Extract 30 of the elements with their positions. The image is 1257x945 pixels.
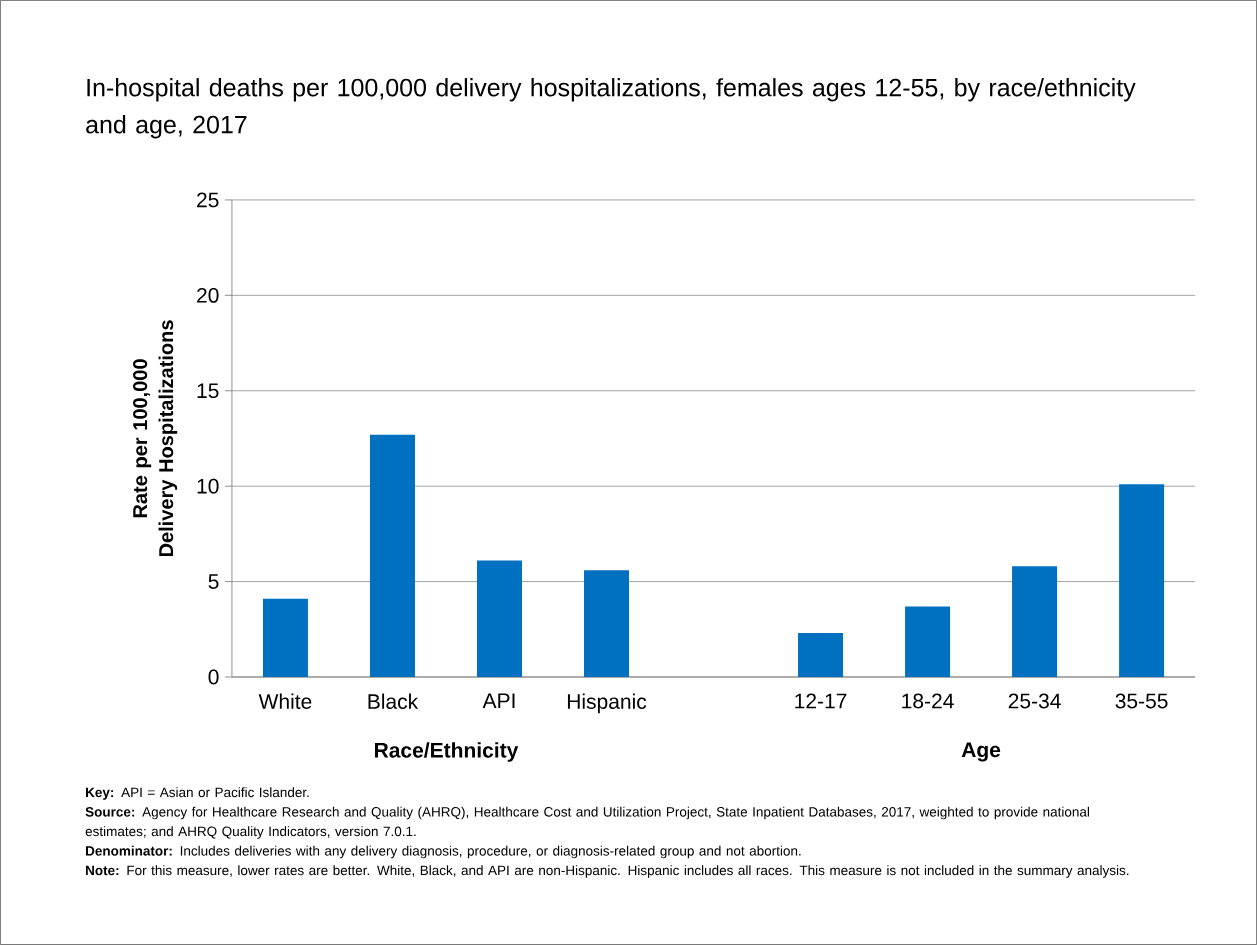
y-tick-label: 0 <box>208 669 219 685</box>
bar <box>262 598 308 678</box>
y-tick-label: 10 <box>197 478 219 494</box>
bar <box>584 570 630 678</box>
x-tick-label: API <box>482 693 515 709</box>
text: Note: For this measure, lower rates are better. White, Black, and API are non-Hispanic. Hispanic includes all races. This measure is not included in the summary analysis. <box>86 865 1129 878</box>
x-tick-label: 18-24 <box>902 693 954 709</box>
bar <box>798 633 844 678</box>
y-tick-label: 15 <box>197 383 219 399</box>
bar <box>905 606 951 678</box>
text: Race/Ethnicity <box>375 742 519 762</box>
x-tick-label: 12-17 <box>795 693 847 709</box>
text: Age <box>961 742 1001 762</box>
x-tick-label: 35-55 <box>1115 693 1168 709</box>
text: Denominator: Includes deliveries with any delivery diagnosis, procedure, or diagnosis-related group and not abortion. <box>86 845 801 859</box>
bar <box>369 434 415 678</box>
x-tick-label: Black <box>368 693 419 709</box>
y-tick-label: 5 <box>208 574 219 589</box>
y-axis-title: Rate per 100,000 Delivery Hospitalizations <box>133 320 178 557</box>
x-tick-label: Hispanic <box>567 693 647 714</box>
x-tick-label: White <box>258 693 312 709</box>
bar <box>1119 484 1165 678</box>
bar <box>476 560 522 678</box>
y-tick-label: 25 <box>197 192 219 208</box>
text: Key: API = Asian or Pacific Islander. <box>86 787 309 800</box>
x-tick-label: 25-34 <box>1008 693 1061 709</box>
chart-title: In-hospital deaths per 100,000 delivery hospitalizations, females ages 12-55, by race/ethnicity and age, 2017 <box>86 78 1136 139</box>
text: Source: Agency for Healthcare Research and Quality (AHRQ), Healthcare Cost and Utilization Project, State Inpatient Databases, 2017, weighted to provide national estimates; and AHRQ Quality Indicators, version 7.0.1. <box>85 806 1089 839</box>
y-tick-label: 20 <box>197 287 219 303</box>
bar <box>1012 566 1058 678</box>
